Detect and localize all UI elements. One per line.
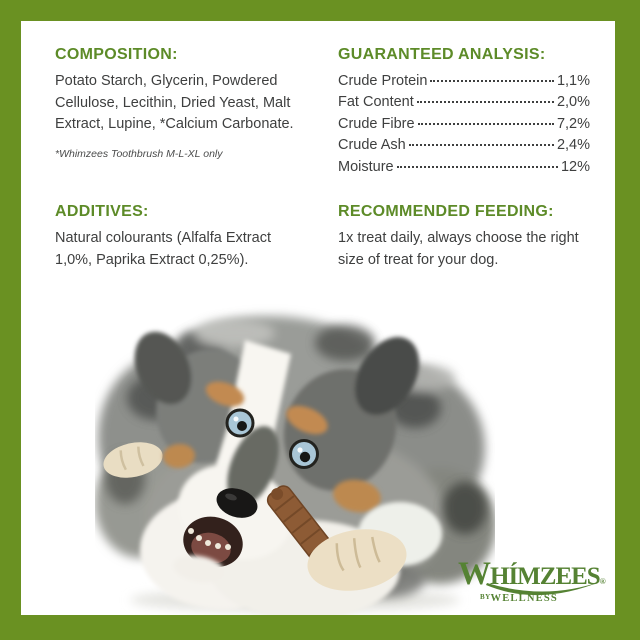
- analysis-value: 2,0%: [556, 94, 590, 111]
- logo-wellness-text: WELLNESS: [490, 593, 558, 604]
- dot-leader: [396, 165, 558, 168]
- analysis-label: Crude Fibre: [338, 115, 415, 132]
- dot-leader: [430, 80, 554, 82]
- guaranteed-analysis-heading: GUARANTEED ANALYSIS:: [338, 46, 546, 63]
- recommended-feeding-heading: RECOMMENDED FEEDING:: [338, 203, 554, 220]
- guaranteed-analysis-section: GUARANTEED ANALYSIS: Crude Protein 1,1% …: [338, 46, 590, 178]
- analysis-row: Moisture 12%: [338, 157, 590, 178]
- analysis-label: Crude Ash: [338, 137, 406, 154]
- analysis-value: 2,4%: [556, 137, 590, 154]
- composition-section: COMPOSITION: Potato Starch, Glycerin, Po…: [55, 46, 295, 160]
- composition-body: Potato Starch, Glycerin, Powdered Cellul…: [55, 73, 294, 132]
- dot-leader: [416, 101, 554, 104]
- analysis-value: 12%: [560, 158, 590, 175]
- additives-body: Natural colourants (Alfalfa Extract 1,0%…: [55, 230, 271, 268]
- additives-section: ADDITIVES: Natural colourants (Alfalfa E…: [55, 203, 295, 271]
- additives-heading: ADDITIVES:: [55, 203, 149, 220]
- analysis-row: Fat Content 2,0%: [338, 92, 590, 113]
- dog-photo: [95, 316, 495, 620]
- recommended-feeding-body: 1x treat daily, always choose the right …: [338, 230, 579, 268]
- dot-leader: [408, 144, 554, 147]
- composition-heading: COMPOSITION:: [55, 46, 178, 63]
- logo-swoosh-icon: [486, 581, 602, 596]
- analysis-label: Fat Content: [338, 94, 414, 111]
- analysis-row: Crude Fibre 7,2%: [338, 114, 590, 135]
- analysis-row: Crude Ash 2,4%: [338, 135, 590, 156]
- registered-trademark: ®: [599, 577, 606, 586]
- recommended-feeding-section: RECOMMENDED FEEDING: 1x treat daily, alw…: [338, 203, 606, 271]
- analysis-label: Crude Protein: [338, 73, 428, 89]
- analysis-label: Moisture: [338, 158, 394, 175]
- logo-by-text: BY: [480, 593, 491, 601]
- composition-footnote: *Whimzees Toothbrush M-L-XL only: [55, 147, 223, 160]
- analysis-value: 7,2%: [556, 115, 590, 132]
- analysis-row: Crude Protein 1,1%: [338, 71, 590, 92]
- logo-brand-text: WHÍMZEES®: [458, 556, 606, 592]
- whimzees-logo: WHÍMZEES® BYWELLNESS: [458, 559, 610, 604]
- dot-leader: [417, 122, 554, 125]
- analysis-value: 1,1%: [556, 73, 590, 89]
- logo-byline: BYWELLNESS: [480, 593, 610, 604]
